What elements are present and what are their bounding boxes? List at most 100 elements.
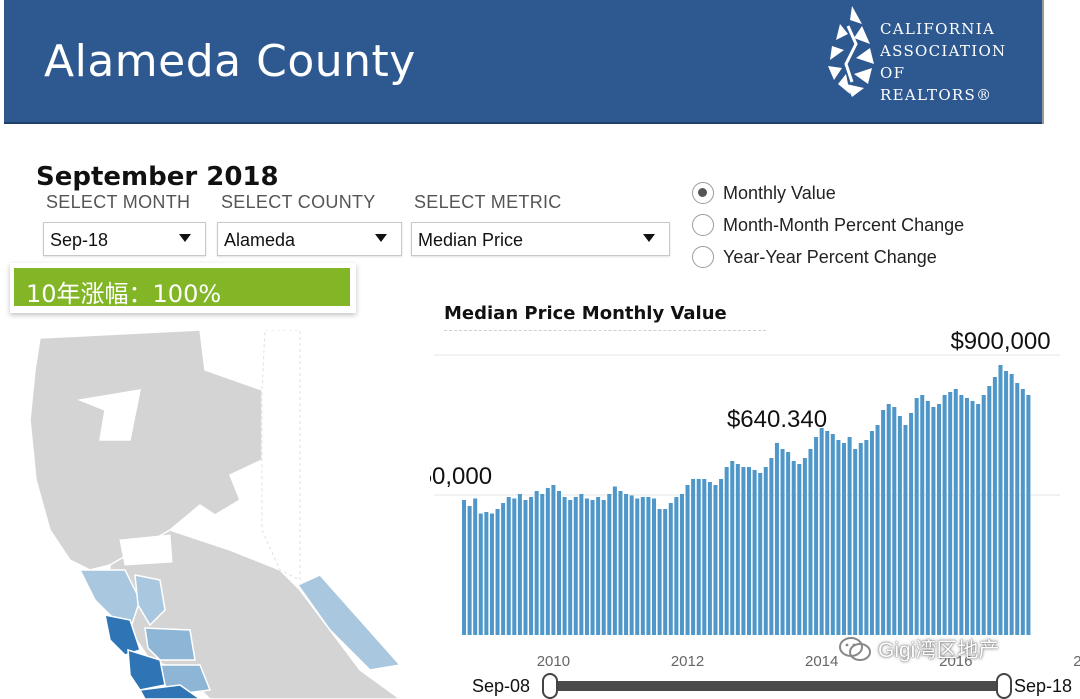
chart-bar[interactable] bbox=[1026, 395, 1031, 635]
radio-monthly-value[interactable]: Monthly Value bbox=[692, 180, 836, 206]
chart-bar[interactable] bbox=[596, 497, 601, 635]
chart-bar[interactable] bbox=[590, 500, 595, 635]
chart-bar[interactable] bbox=[825, 431, 830, 635]
chart-bar[interactable] bbox=[769, 458, 774, 635]
median-price-bar-chart[interactable]: 2010 2012 2014 2016 2018 $450,000 $640.340 $90… bbox=[430, 320, 1080, 670]
chart-bar[interactable] bbox=[1009, 374, 1014, 635]
chart-bar[interactable] bbox=[467, 506, 472, 635]
chart-bar[interactable] bbox=[892, 407, 897, 635]
radio-button-checked[interactable] bbox=[692, 182, 714, 204]
california-county-map[interactable] bbox=[0, 330, 430, 699]
chart-bar[interactable] bbox=[774, 442, 779, 635]
chart-bar[interactable] bbox=[747, 467, 752, 635]
chart-bar[interactable] bbox=[869, 431, 874, 635]
chart-bar[interactable] bbox=[652, 498, 657, 636]
chart-bar[interactable] bbox=[506, 497, 511, 635]
chart-bar[interactable] bbox=[478, 513, 483, 636]
chart-bar[interactable] bbox=[758, 473, 763, 635]
radio-button[interactable] bbox=[692, 214, 714, 236]
range-start-handle[interactable] bbox=[542, 673, 558, 699]
chart-bar[interactable] bbox=[897, 416, 902, 635]
chart-bar[interactable] bbox=[735, 464, 740, 635]
chart-bar[interactable] bbox=[562, 497, 567, 635]
chart-bar[interactable] bbox=[847, 437, 852, 635]
map-region-highlight-3[interactable] bbox=[138, 684, 202, 699]
chart-bar[interactable] bbox=[881, 410, 886, 635]
chart-bar[interactable] bbox=[836, 440, 841, 635]
chart-bar[interactable] bbox=[920, 395, 925, 635]
chart-bar[interactable] bbox=[976, 404, 981, 635]
map-region-east[interactable] bbox=[261, 330, 301, 581]
map-region-mid-1[interactable] bbox=[144, 627, 196, 661]
chart-bar[interactable] bbox=[730, 461, 735, 635]
chart-bar[interactable] bbox=[685, 485, 690, 635]
chart-bar[interactable] bbox=[830, 434, 835, 635]
chart-bar[interactable] bbox=[713, 485, 718, 635]
chart-bar[interactable] bbox=[925, 401, 930, 635]
chart-bar[interactable] bbox=[842, 443, 847, 635]
chart-bar[interactable] bbox=[937, 404, 942, 635]
chart-bar[interactable] bbox=[691, 479, 696, 635]
metric-dropdown[interactable]: Median Price bbox=[411, 222, 670, 256]
county-dropdown[interactable]: Alameda bbox=[217, 222, 402, 256]
chart-bar[interactable] bbox=[875, 425, 880, 635]
chart-bar[interactable] bbox=[780, 449, 785, 635]
date-range-slider[interactable]: Sep-08 Sep-18 bbox=[470, 672, 1080, 699]
chart-bar[interactable] bbox=[640, 497, 645, 635]
chart-bar[interactable] bbox=[819, 428, 824, 635]
chart-bar[interactable] bbox=[886, 404, 891, 635]
chart-bar[interactable] bbox=[501, 503, 506, 635]
chart-bar[interactable] bbox=[802, 458, 807, 635]
chart-bar[interactable] bbox=[601, 500, 606, 635]
chart-bar[interactable] bbox=[707, 482, 712, 635]
chart-bar[interactable] bbox=[607, 494, 612, 635]
car-logo[interactable]: CALIFORNIA ASSOCIATION OF REALTORS® bbox=[822, 4, 1022, 104]
radio-button[interactable] bbox=[692, 246, 714, 268]
chart-bar[interactable] bbox=[987, 386, 992, 635]
chart-bar[interactable] bbox=[797, 464, 802, 635]
chart-bar[interactable] bbox=[964, 398, 969, 635]
chart-bar[interactable] bbox=[495, 509, 500, 635]
chart-bar[interactable] bbox=[545, 488, 550, 635]
chart-bar[interactable] bbox=[970, 401, 975, 635]
chart-bar[interactable] bbox=[517, 494, 522, 635]
map-region-light-3[interactable] bbox=[296, 574, 402, 671]
chart-bar[interactable] bbox=[786, 452, 791, 635]
chart-bar[interactable] bbox=[942, 395, 947, 635]
chart-bar[interactable] bbox=[674, 497, 679, 635]
chart-bar[interactable] bbox=[473, 498, 478, 636]
chart-bar[interactable] bbox=[948, 392, 953, 635]
chart-bar[interactable] bbox=[1015, 383, 1020, 635]
chart-bar[interactable] bbox=[646, 497, 651, 635]
chart-bar[interactable] bbox=[657, 509, 662, 635]
chart-bar[interactable] bbox=[1020, 389, 1025, 635]
chart-bar[interactable] bbox=[668, 503, 673, 635]
chart-bar[interactable] bbox=[489, 513, 494, 636]
chart-bar[interactable] bbox=[584, 498, 589, 636]
range-track[interactable] bbox=[554, 681, 1006, 691]
chart-bar[interactable] bbox=[618, 491, 623, 635]
chart-bar[interactable] bbox=[791, 461, 796, 635]
chart-bar[interactable] bbox=[864, 440, 869, 635]
chart-bar[interactable] bbox=[551, 485, 556, 635]
chart-bar[interactable] bbox=[484, 512, 489, 635]
chart-bar[interactable] bbox=[741, 467, 746, 635]
chart-bar[interactable] bbox=[1004, 371, 1009, 635]
map-region-highlight-2[interactable] bbox=[127, 648, 166, 691]
chart-bar[interactable] bbox=[462, 500, 467, 635]
radio-month-month-change[interactable]: Month-Month Percent Change bbox=[692, 212, 964, 238]
chart-bar[interactable] bbox=[903, 425, 908, 635]
chart-bar[interactable] bbox=[523, 500, 528, 635]
chart-bar[interactable] bbox=[808, 449, 813, 635]
chart-bar[interactable] bbox=[931, 407, 936, 635]
chart-bar[interactable] bbox=[914, 398, 919, 635]
chart-bar[interactable] bbox=[953, 389, 958, 635]
radio-year-year-change[interactable]: Year-Year Percent Change bbox=[692, 244, 937, 270]
chart-bar[interactable] bbox=[624, 494, 629, 635]
chart-bar[interactable] bbox=[557, 491, 562, 635]
chart-bar[interactable] bbox=[512, 498, 517, 636]
chart-bar[interactable] bbox=[702, 479, 707, 635]
map-region-north[interactable] bbox=[29, 330, 263, 571]
chart-bar[interactable] bbox=[679, 494, 684, 635]
chart-bar[interactable] bbox=[959, 395, 964, 635]
